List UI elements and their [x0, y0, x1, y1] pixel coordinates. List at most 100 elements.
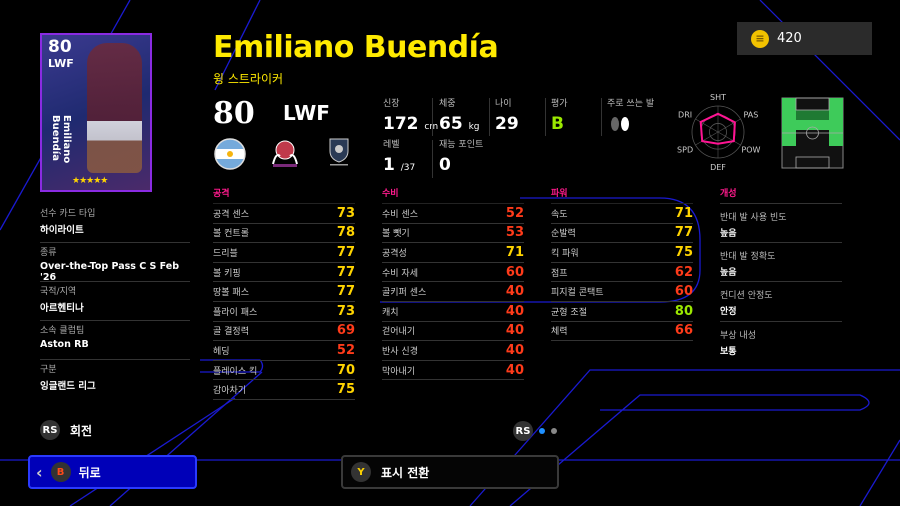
back-button[interactable]: ‹ B 뒤로: [28, 455, 197, 489]
info-value: Aston RB: [40, 339, 89, 350]
toggle-view-label: 표시 전환: [381, 465, 430, 480]
radar-label: SHT: [710, 93, 726, 102]
b-button-icon: B: [50, 462, 71, 482]
stat-name: 골 결정력: [213, 327, 249, 338]
age-label: 나이: [495, 99, 512, 109]
stat-row: 볼 컨트롤 78: [213, 224, 355, 244]
info-value: Over-the-Top Pass C S Feb '26: [40, 261, 179, 283]
stat-group-defense: 수비 수비 센스 52 볼 뺏기 53 공격성 71 수비 자세 60 골키퍼 센스 40 캐치 40 걷…: [382, 186, 524, 381]
stat-value: 73: [336, 205, 355, 221]
stat-row: 드리블 77: [213, 243, 355, 263]
stat-name: 볼 컨트롤: [213, 229, 249, 240]
traits-panel: 개성 반대 발 사용 빈도 높음 반대 발 정확도 높음 컨디션 안정도 안정 부상 …: [720, 186, 842, 361]
rating-label: 평가: [551, 99, 568, 109]
stat-value: 80: [674, 303, 693, 319]
trait-value: 보통: [720, 346, 737, 357]
stat-value: 40: [505, 284, 524, 300]
weight-stat: 체중 65 kg: [439, 96, 480, 134]
stat-row: 속도 71: [551, 204, 693, 224]
page-dot[interactable]: [551, 428, 557, 434]
skill-points-value: 0: [439, 155, 451, 175]
stat-value: 71: [505, 244, 524, 260]
stat-row: 골키퍼 센스 40: [382, 282, 524, 302]
skill-points-label: 재능 포인트: [439, 140, 484, 150]
stat-row: 반사 신경 40: [382, 341, 524, 361]
rotate-label: 회전: [70, 423, 93, 438]
card-stars: ★★★★★: [72, 176, 108, 186]
stat-value: 52: [336, 342, 355, 358]
stat-name: 플라이 패스: [213, 307, 258, 318]
rotate-control[interactable]: RS 회전: [40, 420, 92, 440]
stat-name: 볼 뺏기: [382, 229, 410, 240]
position-pitch: [781, 97, 844, 169]
height-label: 신장: [383, 99, 400, 109]
info-label: 종류: [40, 248, 57, 258]
coin-balance[interactable]: ≡ 420: [737, 22, 872, 55]
rating-stat: 평가 B: [551, 96, 568, 134]
stat-name: 체력: [551, 327, 568, 338]
stat-row: 헤딩 52: [213, 341, 355, 361]
age-stat: 나이 29: [495, 96, 519, 134]
info-type: 종류 Over-the-Top Pass C S Feb '26: [40, 243, 190, 283]
card-name: Emiliano Buendía: [50, 115, 72, 164]
toggle-view-button[interactable]: Y 표시 전환: [341, 455, 559, 489]
stat-value: 78: [336, 225, 355, 241]
rs-stick-icon: RS: [513, 421, 533, 441]
level-stat: 레벨 1 /37: [383, 137, 415, 175]
stat-name: 수비 자세: [382, 268, 418, 279]
stat-value: 40: [505, 362, 524, 378]
stat-name: 플레이스 킥: [213, 366, 258, 377]
coin-icon: ≡: [751, 29, 769, 48]
stat-group-title: 공격: [213, 186, 355, 204]
info-label: 선수 카드 타입: [40, 209, 96, 219]
stat-name: 막아내기: [382, 366, 416, 377]
stat-name: 속도: [551, 209, 568, 220]
radar-shape: [699, 112, 736, 145]
stat-group-title: 파워: [551, 186, 693, 204]
info-club: 소속 클럽팀 Aston RB: [40, 321, 190, 360]
radar-chart: SHT PAS POW DEF SPD DRI: [677, 93, 760, 170]
info-value: 아르헨티나: [40, 303, 84, 314]
info-label: 구분: [40, 365, 57, 375]
page-dot-active[interactable]: [539, 428, 545, 434]
trait-item: 부상 내성 보통: [720, 322, 842, 361]
stat-row: 땅볼 패스 77: [213, 282, 355, 302]
stat-row: 볼 뺏기 53: [382, 224, 524, 244]
weight-label: 체중: [439, 99, 456, 109]
page-indicator[interactable]: RS: [513, 421, 557, 441]
stat-row: 플레이스 킥 70: [213, 361, 355, 381]
stat-value: 77: [336, 284, 355, 300]
stat-name: 드리블: [213, 248, 238, 259]
stat-value: 53: [505, 225, 524, 241]
player-name: Emiliano Buendía: [213, 30, 499, 65]
stat-value: 60: [674, 284, 693, 300]
club-crest-icon: [272, 140, 298, 167]
stat-value: 73: [336, 303, 355, 319]
stat-row: 점프 62: [551, 263, 693, 283]
stat-name: 반사 신경: [382, 346, 418, 357]
info-league: 구분 잉글랜드 리그: [40, 360, 190, 399]
stat-name: 킥 파워: [551, 248, 579, 259]
height-value: 172: [383, 114, 419, 134]
stat-name: 볼 키핑: [213, 268, 241, 279]
stat-row: 킥 파워 75: [551, 243, 693, 263]
stat-value: 71: [674, 205, 693, 221]
stat-row: 수비 센스 52: [382, 204, 524, 224]
stat-value: 60: [505, 264, 524, 280]
english-league-icon: [329, 138, 349, 166]
trait-value: 높음: [720, 268, 737, 279]
stat-name: 캐치: [382, 307, 399, 318]
trait-item: 컨디션 안정도 안정: [720, 282, 842, 322]
stat-value: 77: [336, 264, 355, 280]
stat-name: 헤딩: [213, 346, 230, 357]
stat-group-attack: 공격 공격 센스 73 볼 컨트롤 78 드리블 77 볼 키핑 77 땅볼 패스 77 플라이 패스…: [213, 186, 355, 400]
stat-row: 볼 키핑 77: [213, 263, 355, 283]
stat-name: 순발력: [551, 229, 576, 240]
foot-label: 주로 쓰는 발: [607, 99, 655, 109]
info-value: 하이라이트: [40, 225, 84, 236]
trait-item: 반대 발 정확도 높음: [720, 243, 842, 283]
back-label: 뒤로: [78, 465, 101, 480]
stat-group-power: 파워 속도 71 순발력 77 킥 파워 75 점프 62 피지컬 콘택트 60 균형 조절 80 체력 6…: [551, 186, 693, 342]
stat-value: 77: [674, 225, 693, 241]
